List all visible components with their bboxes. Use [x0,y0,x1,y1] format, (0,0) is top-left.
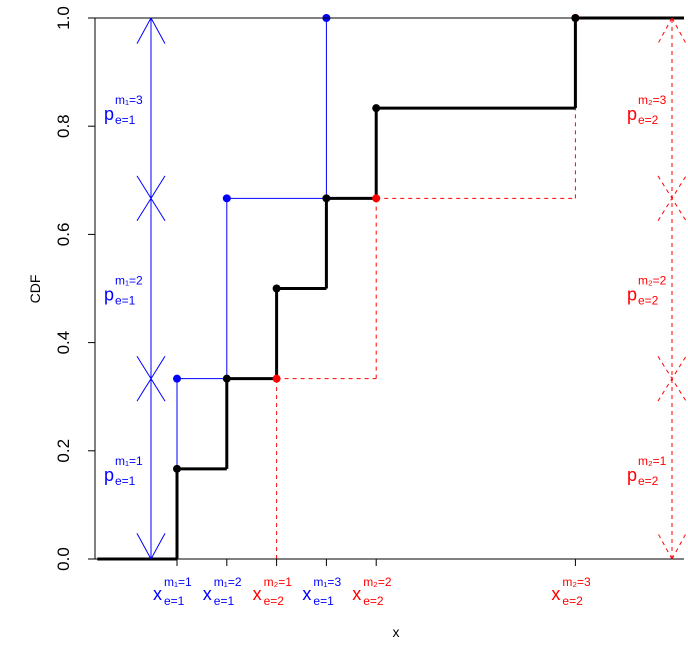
x-annotation-main: x [302,584,311,604]
arrow-head [136,533,152,560]
combined-point [173,464,181,473]
prob-label-sub: e=1 [115,294,136,308]
series-2-point [272,374,281,383]
x-annotation-main: x [253,584,262,604]
arrow-head [657,533,673,560]
prob-label-series_1: pm₁=1 e=1 [104,454,143,488]
x-annotation-sup: m₁=1 [164,575,192,589]
x-annotation-label: xm₁=1 e=1 [153,575,192,608]
y-tick-label: 0.4 [54,331,73,355]
prob-label-sub: e=2 [638,113,659,127]
prob-label-main: p [627,465,637,485]
x-annotation-label: xm₁=3 e=1 [302,575,341,608]
prob-label-series_1: pm₁=2 e=1 [104,274,143,308]
prob-label-sub: e=2 [638,294,659,308]
x-annotation-sub: e=2 [562,594,583,608]
arrow-head [150,17,166,44]
series-2-point [372,194,381,203]
prob-label-sup: m₂=1 [638,454,667,468]
prob-label-sup: m₁=3 [115,93,143,107]
x-annotation-sup: m₁=2 [214,575,242,589]
prob-label-sup: m₁=1 [115,454,143,468]
prob-label-sub: e=2 [638,474,659,488]
y-tick-label: 1.0 [54,6,73,30]
prob-label-main: p [627,285,637,305]
combined-point [272,284,281,293]
prob-label-sup: m₁=2 [115,274,143,288]
arrow-head [671,533,687,560]
x-annotation-sub: e=2 [264,594,285,608]
combined-point [222,374,231,383]
arrow-separator [136,175,166,221]
prob-label-series_2: pm₂=3 e=2 [627,93,667,127]
series-1-point [222,194,231,203]
prob-label-sup: m₂=3 [638,93,667,107]
y-tick-label: 0.8 [54,114,73,138]
annotations-layer: pm₁=1e=1pm₁=2e=1pm₁=3e=1pm₂=1e=2pm₂=2e=2… [104,17,687,608]
axes-layer: 0.0 0.2 0.4 0.6 0.8 1.0 [54,6,684,571]
prob-label-main: p [104,104,114,124]
series-1-point [173,374,181,383]
combined-point [322,194,331,203]
x-annotation-sub: e=2 [363,594,384,608]
plot-lines-layer [97,14,684,561]
y-tick-label: 0.2 [54,439,73,463]
arrow-separator [657,175,687,221]
x-annotation-label: xm₂=3 e=2 [551,575,591,608]
combined-point [372,104,381,113]
arrow-separator [657,356,687,402]
x-annotation-label: xm₂=1 e=2 [253,575,293,608]
y-tick-label: 0.6 [54,223,73,247]
x-annotation-label: xm₁=2 e=1 [203,575,242,608]
prob-label-series_2: pm₂=2 e=2 [627,274,667,308]
x-annotation-sub: e=1 [214,594,235,608]
x-annotation-main: x [551,584,560,604]
x-annotation-sub: e=1 [313,594,334,608]
x-annotation-main: x [203,584,212,604]
x-annotation-sup: m₂=1 [264,575,293,589]
x-annotation-sup: m₁=3 [313,575,341,589]
x-axis-title: x [393,624,400,640]
x-annotation-label: xm₂=2 e=2 [352,575,392,608]
prob-label-sup: m₂=2 [638,274,667,288]
y-axis-title: CDF [27,275,43,304]
prob-label-main: p [104,285,114,305]
arrow-head [671,17,687,44]
prob-label-sub: e=1 [115,113,136,127]
prob-label-series_2: pm₂=1 e=2 [627,454,667,488]
x-annotation-sup: m₂=3 [562,575,591,589]
y-tick-label: 0.0 [54,547,73,571]
prob-label-main: p [104,465,114,485]
arrow-head [136,17,152,44]
x-annotation-main: x [153,584,162,604]
arrow-separator [136,356,166,402]
prob-label-main: p [627,104,637,124]
prob-label-series_1: pm₁=3 e=1 [104,93,143,127]
x-annotation-sup: m₂=2 [363,575,392,589]
x-annotation-main: x [352,584,361,604]
x-annotation-sub: e=1 [164,594,185,608]
prob-label-sub: e=1 [115,474,136,488]
arrow-head [150,533,166,560]
arrow-head [657,17,673,44]
